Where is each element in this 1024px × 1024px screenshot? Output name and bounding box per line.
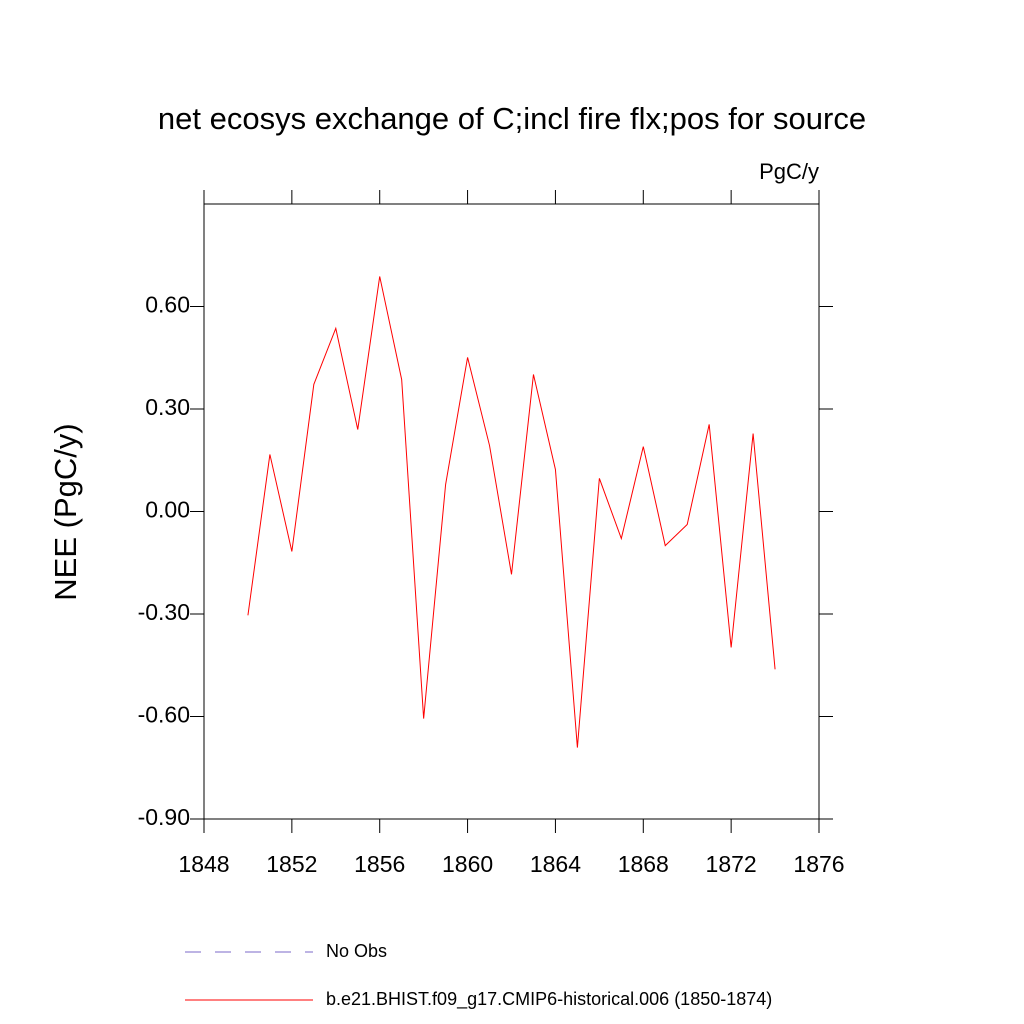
chart-title: net ecosys exchange of C;incl fire flx;p… <box>158 101 866 136</box>
x-tick-label: 1868 <box>618 851 669 877</box>
x-tick-label: 1864 <box>530 851 581 877</box>
y-tick-label: 0.60 <box>145 292 190 318</box>
y-tick-label: -0.60 <box>138 702 190 728</box>
x-tick-label: 1848 <box>178 851 229 877</box>
plot-frame <box>203 203 820 820</box>
legend-label: No Obs <box>326 941 387 961</box>
data-line <box>247 276 776 748</box>
y-tick-label: 0.00 <box>145 497 190 523</box>
legend-label: b.e21.BHIST.f09_g17.CMIP6-historical.006… <box>326 989 772 1010</box>
y-tick-label: -0.90 <box>138 804 190 830</box>
y-tick-label: 0.30 <box>145 394 190 420</box>
x-tick-label: 1852 <box>266 851 317 877</box>
units-label: PgC/y <box>759 159 819 184</box>
x-tick-label: 1876 <box>793 851 844 877</box>
x-tick-label: 1860 <box>442 851 493 877</box>
x-tick-label: 1856 <box>354 851 405 877</box>
y-axis-label: NEE (PgC/y) <box>48 423 83 600</box>
y-tick-label: -0.30 <box>138 599 190 625</box>
x-tick-label: 1872 <box>706 851 757 877</box>
